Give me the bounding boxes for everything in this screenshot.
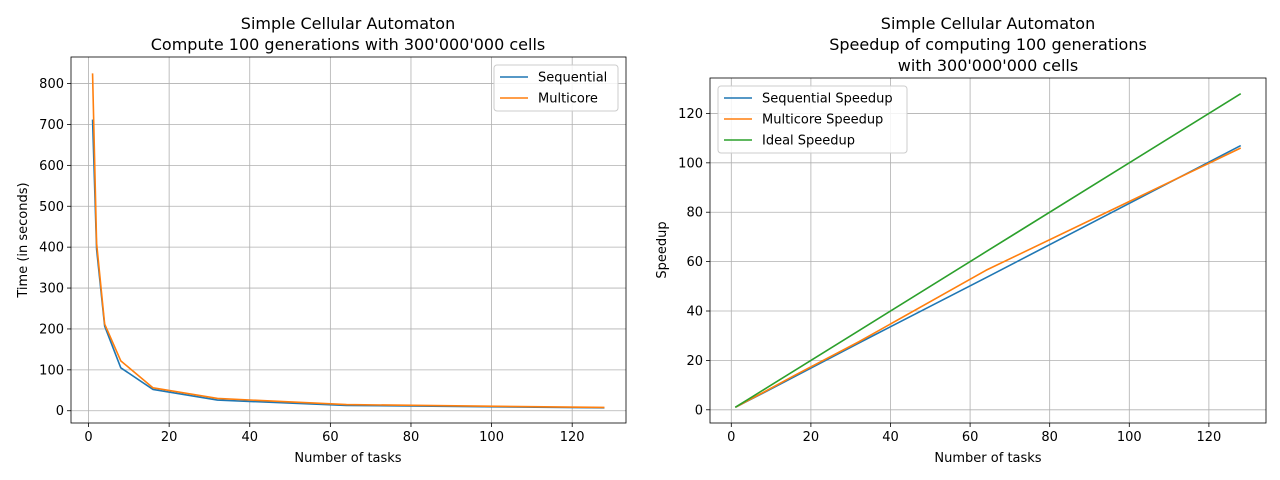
time-chart-legend-label: Multicore xyxy=(538,92,598,107)
time-chart-x-tick-label: 0 xyxy=(84,430,92,445)
time-chart-subtitle: Compute 100 generations with 300'000'000… xyxy=(151,35,546,54)
time-chart-x-tick-label: 120 xyxy=(560,430,585,445)
time-chart-x-axis-label: Number of tasks xyxy=(294,451,401,466)
speedup-chart-y-tick-label: 60 xyxy=(686,255,703,270)
time-chart-x-tick-label: 20 xyxy=(161,430,178,445)
time-chart-y-tick-label: 300 xyxy=(39,282,64,297)
speedup-chart-legend-label: Sequential Speedup xyxy=(762,92,893,107)
speedup-chart-title: Simple Cellular Automaton xyxy=(881,14,1095,33)
speedup-chart-plot-area xyxy=(709,77,1267,424)
time-chart-x-tick-label: 40 xyxy=(241,430,258,445)
speedup-chart-legend xyxy=(717,85,908,154)
speedup-chart-x-tick-label: 60 xyxy=(962,430,979,445)
speedup-chart: Simple Cellular Automaton Speedup of com… xyxy=(655,14,1267,466)
speedup-chart-x-tick-label: 40 xyxy=(882,430,899,445)
time-chart-plot-area xyxy=(70,56,627,424)
speedup-chart-subtitle-line2: with 300'000'000 cells xyxy=(898,56,1078,75)
speedup-chart-y-tick-label: 100 xyxy=(678,156,703,171)
speedup-chart-y-tick-label: 0 xyxy=(695,403,703,418)
time-chart-legend-label: Sequential xyxy=(538,71,607,86)
time-chart-series-multicore xyxy=(91,73,605,409)
speedup-chart-y-tick-label: 80 xyxy=(686,206,703,221)
speedup-chart-legend-label: Ideal Speedup xyxy=(762,134,855,149)
speedup-chart-subtitle: Speedup of computing 100 generations xyxy=(829,35,1147,54)
speedup-chart-series-ideal-speedup xyxy=(734,93,1242,408)
time-chart-y-tick-label: 200 xyxy=(39,322,64,337)
time-chart-x-tick-label: 60 xyxy=(322,430,339,445)
speedup-chart-x-tick-label: 0 xyxy=(727,430,735,445)
time-chart-title: Simple Cellular Automaton xyxy=(241,14,455,33)
time-chart-y-tick-label: 400 xyxy=(39,241,64,256)
time-chart-y-tick-label: 600 xyxy=(39,159,64,174)
speedup-chart-x-tick-label: 120 xyxy=(1196,430,1221,445)
time-chart-y-tick-label: 700 xyxy=(39,118,64,133)
speedup-chart-legend-label: Multicore Speedup xyxy=(762,113,883,128)
time-chart-y-tick-label: 100 xyxy=(39,363,64,378)
time-chart-y-tick-label: 800 xyxy=(39,77,64,92)
speedup-chart-x-tick-label: 20 xyxy=(803,430,820,445)
time-chart-x-tick-label: 80 xyxy=(403,430,420,445)
time-chart: Simple Cellular Automaton Compute 100 ge… xyxy=(16,14,627,466)
time-chart-x-tick-label: 100 xyxy=(479,430,504,445)
speedup-chart-y-tick-label: 120 xyxy=(678,107,703,122)
time-chart-y-tick-label: 0 xyxy=(56,404,64,419)
speedup-chart-x-tick-label: 100 xyxy=(1117,430,1142,445)
time-chart-y-axis-label: Time (in seconds) xyxy=(16,182,31,298)
speedup-chart-x-tick-label: 80 xyxy=(1041,430,1058,445)
speedup-chart-y-axis-label: Speedup xyxy=(655,221,670,278)
time-chart-y-tick-label: 500 xyxy=(39,200,64,215)
speedup-chart-x-axis-label: Number of tasks xyxy=(934,451,1041,466)
speedup-chart-y-tick-label: 20 xyxy=(686,354,703,369)
speedup-chart-y-tick-label: 40 xyxy=(686,305,703,320)
